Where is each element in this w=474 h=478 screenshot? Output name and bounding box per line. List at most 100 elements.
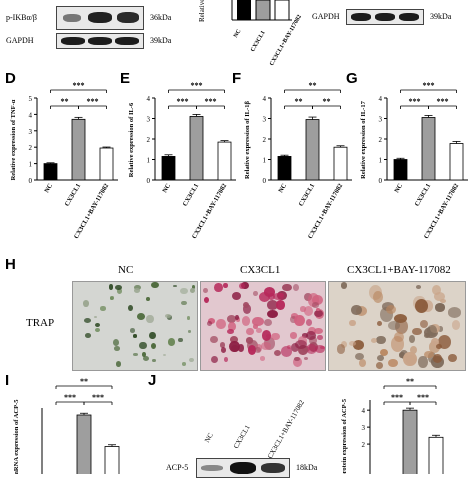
y-axis-label: mRNA expression of ACP-5 bbox=[13, 399, 20, 474]
stained-cell bbox=[214, 283, 223, 293]
stained-cell bbox=[245, 337, 254, 344]
stained-cell bbox=[187, 330, 192, 334]
stained-cell bbox=[306, 344, 318, 355]
trap-col-title-cx3cl1: CX3CL1 bbox=[240, 264, 281, 276]
stained-cell bbox=[223, 357, 229, 363]
bar bbox=[305, 119, 320, 181]
stained-cell bbox=[239, 282, 246, 290]
x-tick-label: CX3CL1 bbox=[298, 183, 317, 208]
stained-cell bbox=[252, 317, 264, 327]
stained-cell bbox=[409, 345, 418, 355]
stained-cell bbox=[227, 315, 237, 323]
stained-cell bbox=[280, 345, 293, 357]
significance-label: *** bbox=[191, 81, 203, 90]
stained-cell bbox=[136, 313, 145, 321]
stained-cell bbox=[340, 282, 348, 289]
stained-cell bbox=[349, 340, 357, 346]
stained-cell bbox=[216, 318, 226, 330]
stained-cell bbox=[451, 320, 461, 331]
stained-cell bbox=[132, 352, 138, 357]
stained-cell bbox=[255, 347, 261, 354]
stained-cell bbox=[267, 309, 278, 318]
y-tick-label: 1 bbox=[379, 157, 383, 165]
stained-cell bbox=[315, 307, 321, 312]
significance-label: ** bbox=[61, 97, 69, 106]
y-tick-label: 0 bbox=[379, 177, 383, 185]
y-axis-label: protein expression of ACP-5 bbox=[341, 398, 348, 474]
stained-cell bbox=[307, 292, 320, 307]
trap-col-title-bay: CX3CL1+BAY-117082 bbox=[347, 264, 451, 276]
y-tick-label: 1 bbox=[29, 161, 33, 169]
stained-cell bbox=[415, 299, 429, 314]
stained-cell bbox=[308, 335, 317, 346]
stained-cell bbox=[186, 316, 190, 320]
stained-cell bbox=[351, 305, 362, 315]
y-tick-label: 2 bbox=[29, 144, 33, 152]
acp5-blot bbox=[196, 458, 290, 478]
y-axis-label: Relative expression of IL-1β bbox=[244, 100, 251, 178]
panel-letter-i: I bbox=[5, 372, 10, 389]
stained-cell bbox=[261, 341, 272, 351]
stained-cell bbox=[235, 315, 240, 320]
stained-cell bbox=[409, 335, 416, 343]
stained-cell bbox=[426, 325, 438, 337]
y-axis-label: Relative expression of IL-6 bbox=[128, 102, 135, 177]
bar bbox=[402, 409, 418, 474]
p-ikb-band-2 bbox=[88, 12, 112, 23]
stained-cell bbox=[394, 331, 405, 343]
stained-cell bbox=[243, 301, 250, 308]
stained-cell bbox=[352, 340, 364, 350]
stained-cell bbox=[388, 359, 399, 368]
stained-cell bbox=[108, 284, 114, 290]
gapdh-band-1 bbox=[61, 37, 85, 45]
stained-cell bbox=[113, 339, 120, 346]
stained-cell bbox=[377, 355, 385, 361]
stained-cell bbox=[116, 361, 122, 367]
stained-cell bbox=[259, 356, 265, 361]
stained-cell bbox=[370, 337, 377, 343]
stained-cell bbox=[133, 284, 141, 291]
stained-cell bbox=[431, 284, 441, 296]
stained-cell bbox=[305, 331, 316, 341]
bar bbox=[421, 117, 436, 181]
stained-cell bbox=[304, 357, 309, 361]
x-tick-label: NC bbox=[161, 182, 172, 194]
y-tick-label: 3 bbox=[362, 424, 366, 432]
stained-cell bbox=[95, 327, 101, 333]
stained-cell bbox=[412, 327, 423, 336]
stained-cell bbox=[416, 285, 422, 289]
stained-cell bbox=[109, 297, 114, 300]
stained-cell bbox=[273, 292, 284, 301]
significance-label: ** bbox=[295, 97, 303, 106]
stained-cell bbox=[306, 319, 313, 326]
stained-cell bbox=[289, 316, 297, 323]
bar bbox=[43, 163, 58, 181]
stained-cell bbox=[304, 305, 314, 316]
stained-cell bbox=[291, 342, 300, 352]
stained-cell bbox=[241, 316, 251, 326]
significance-label: *** bbox=[391, 393, 403, 402]
y-tick-label: 4 bbox=[29, 111, 33, 119]
y-tick-label: 3 bbox=[379, 116, 383, 124]
stained-cell bbox=[424, 350, 435, 359]
significance-label: *** bbox=[64, 393, 76, 402]
acp5-cat-bay: CX3CL1+BAY-117082 bbox=[266, 398, 306, 460]
acp5-blot-size: 18kDa bbox=[296, 463, 318, 472]
stained-cell bbox=[189, 358, 194, 363]
significance-label: ** bbox=[406, 378, 414, 386]
x-tick-label: CX3CL1 bbox=[182, 183, 201, 208]
x-tick-label: NC bbox=[277, 182, 288, 194]
stained-cell bbox=[440, 299, 446, 304]
stained-cell bbox=[237, 344, 244, 352]
x-tick-label: NC bbox=[43, 182, 54, 194]
trap-col-title-nc: NC bbox=[118, 264, 134, 276]
y-tick-label: 3 bbox=[147, 116, 151, 124]
y-tick-label: 2 bbox=[147, 136, 151, 144]
y-tick-label: 0 bbox=[29, 177, 33, 185]
chart-il-6: 0 1 2 3 4 Relative expression of IL-6 NC CX3CL1… bbox=[128, 81, 236, 240]
stained-cell bbox=[151, 282, 159, 289]
stained-cell bbox=[258, 291, 271, 303]
bar bbox=[393, 159, 408, 181]
bar bbox=[104, 446, 120, 474]
stained-cell bbox=[340, 340, 348, 348]
